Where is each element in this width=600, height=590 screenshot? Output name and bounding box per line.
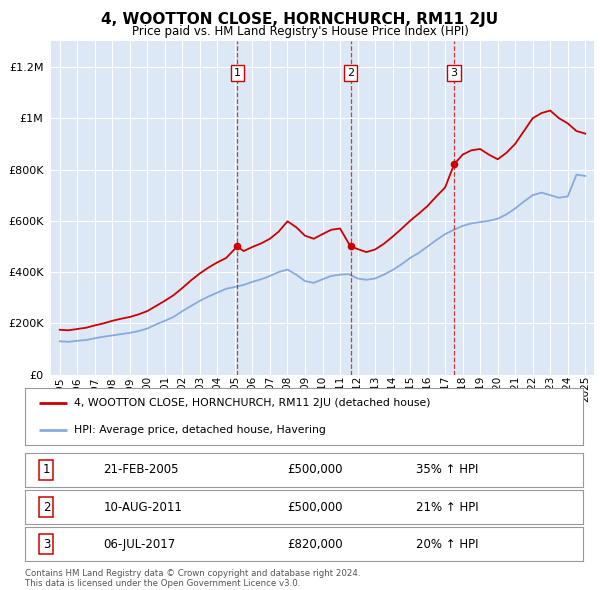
Text: 1: 1 (233, 68, 241, 78)
Text: 3: 3 (43, 537, 50, 551)
Text: 21% ↑ HPI: 21% ↑ HPI (416, 500, 478, 514)
Text: 1: 1 (43, 463, 50, 477)
Text: HPI: Average price, detached house, Havering: HPI: Average price, detached house, Have… (74, 425, 326, 435)
Text: 21-FEB-2005: 21-FEB-2005 (103, 463, 179, 477)
Text: 35% ↑ HPI: 35% ↑ HPI (416, 463, 478, 477)
Text: 2: 2 (43, 500, 50, 514)
Text: £820,000: £820,000 (287, 537, 343, 551)
Text: Contains HM Land Registry data © Crown copyright and database right 2024.
This d: Contains HM Land Registry data © Crown c… (25, 569, 361, 588)
Text: 3: 3 (451, 68, 458, 78)
Text: 4, WOOTTON CLOSE, HORNCHURCH, RM11 2JU (detached house): 4, WOOTTON CLOSE, HORNCHURCH, RM11 2JU (… (74, 398, 431, 408)
Text: 20% ↑ HPI: 20% ↑ HPI (416, 537, 478, 551)
Text: Price paid vs. HM Land Registry's House Price Index (HPI): Price paid vs. HM Land Registry's House … (131, 25, 469, 38)
Text: £500,000: £500,000 (287, 463, 343, 477)
Text: 2: 2 (347, 68, 354, 78)
Text: £500,000: £500,000 (287, 500, 343, 514)
Text: 10-AUG-2011: 10-AUG-2011 (103, 500, 182, 514)
Text: 06-JUL-2017: 06-JUL-2017 (103, 537, 176, 551)
Text: 4, WOOTTON CLOSE, HORNCHURCH, RM11 2JU: 4, WOOTTON CLOSE, HORNCHURCH, RM11 2JU (101, 12, 499, 27)
